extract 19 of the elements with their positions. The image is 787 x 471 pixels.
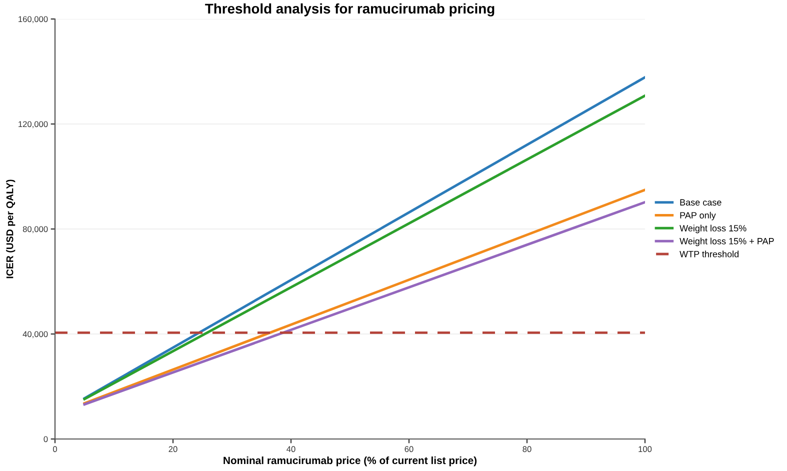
legend-label: Weight loss 15% + PAP [680, 238, 774, 246]
y-axis-title: ICER (USD per QALY) [6, 180, 16, 278]
x-tick-label: 80 [522, 446, 532, 452]
y-tick-label: 120,000 [18, 121, 48, 128]
x-tick-label: 60 [404, 446, 414, 452]
x-tick-label: 20 [168, 446, 178, 452]
y-tick-label: 160,000 [18, 16, 48, 24]
x-axis-title: Nominal ramucirumab price (% of current list price) [224, 456, 477, 466]
legend-label: WTP threshold [680, 250, 739, 258]
chart-title: Threshold analysis for ramucirumab pricing [205, 3, 494, 16]
y-tick-label: 80,000 [22, 226, 48, 234]
legend-label: Weight loss 15% [680, 224, 746, 234]
x-tick-label: 0 [53, 446, 57, 452]
x-tick-label: 40 [286, 446, 296, 452]
legend-label: PAP only [680, 212, 716, 220]
y-tick-label: 40,000 [22, 331, 48, 338]
legend-label: Base case [680, 199, 722, 206]
y-tick-label: 0 [44, 436, 48, 442]
x-tick-label: 100 [638, 446, 652, 452]
